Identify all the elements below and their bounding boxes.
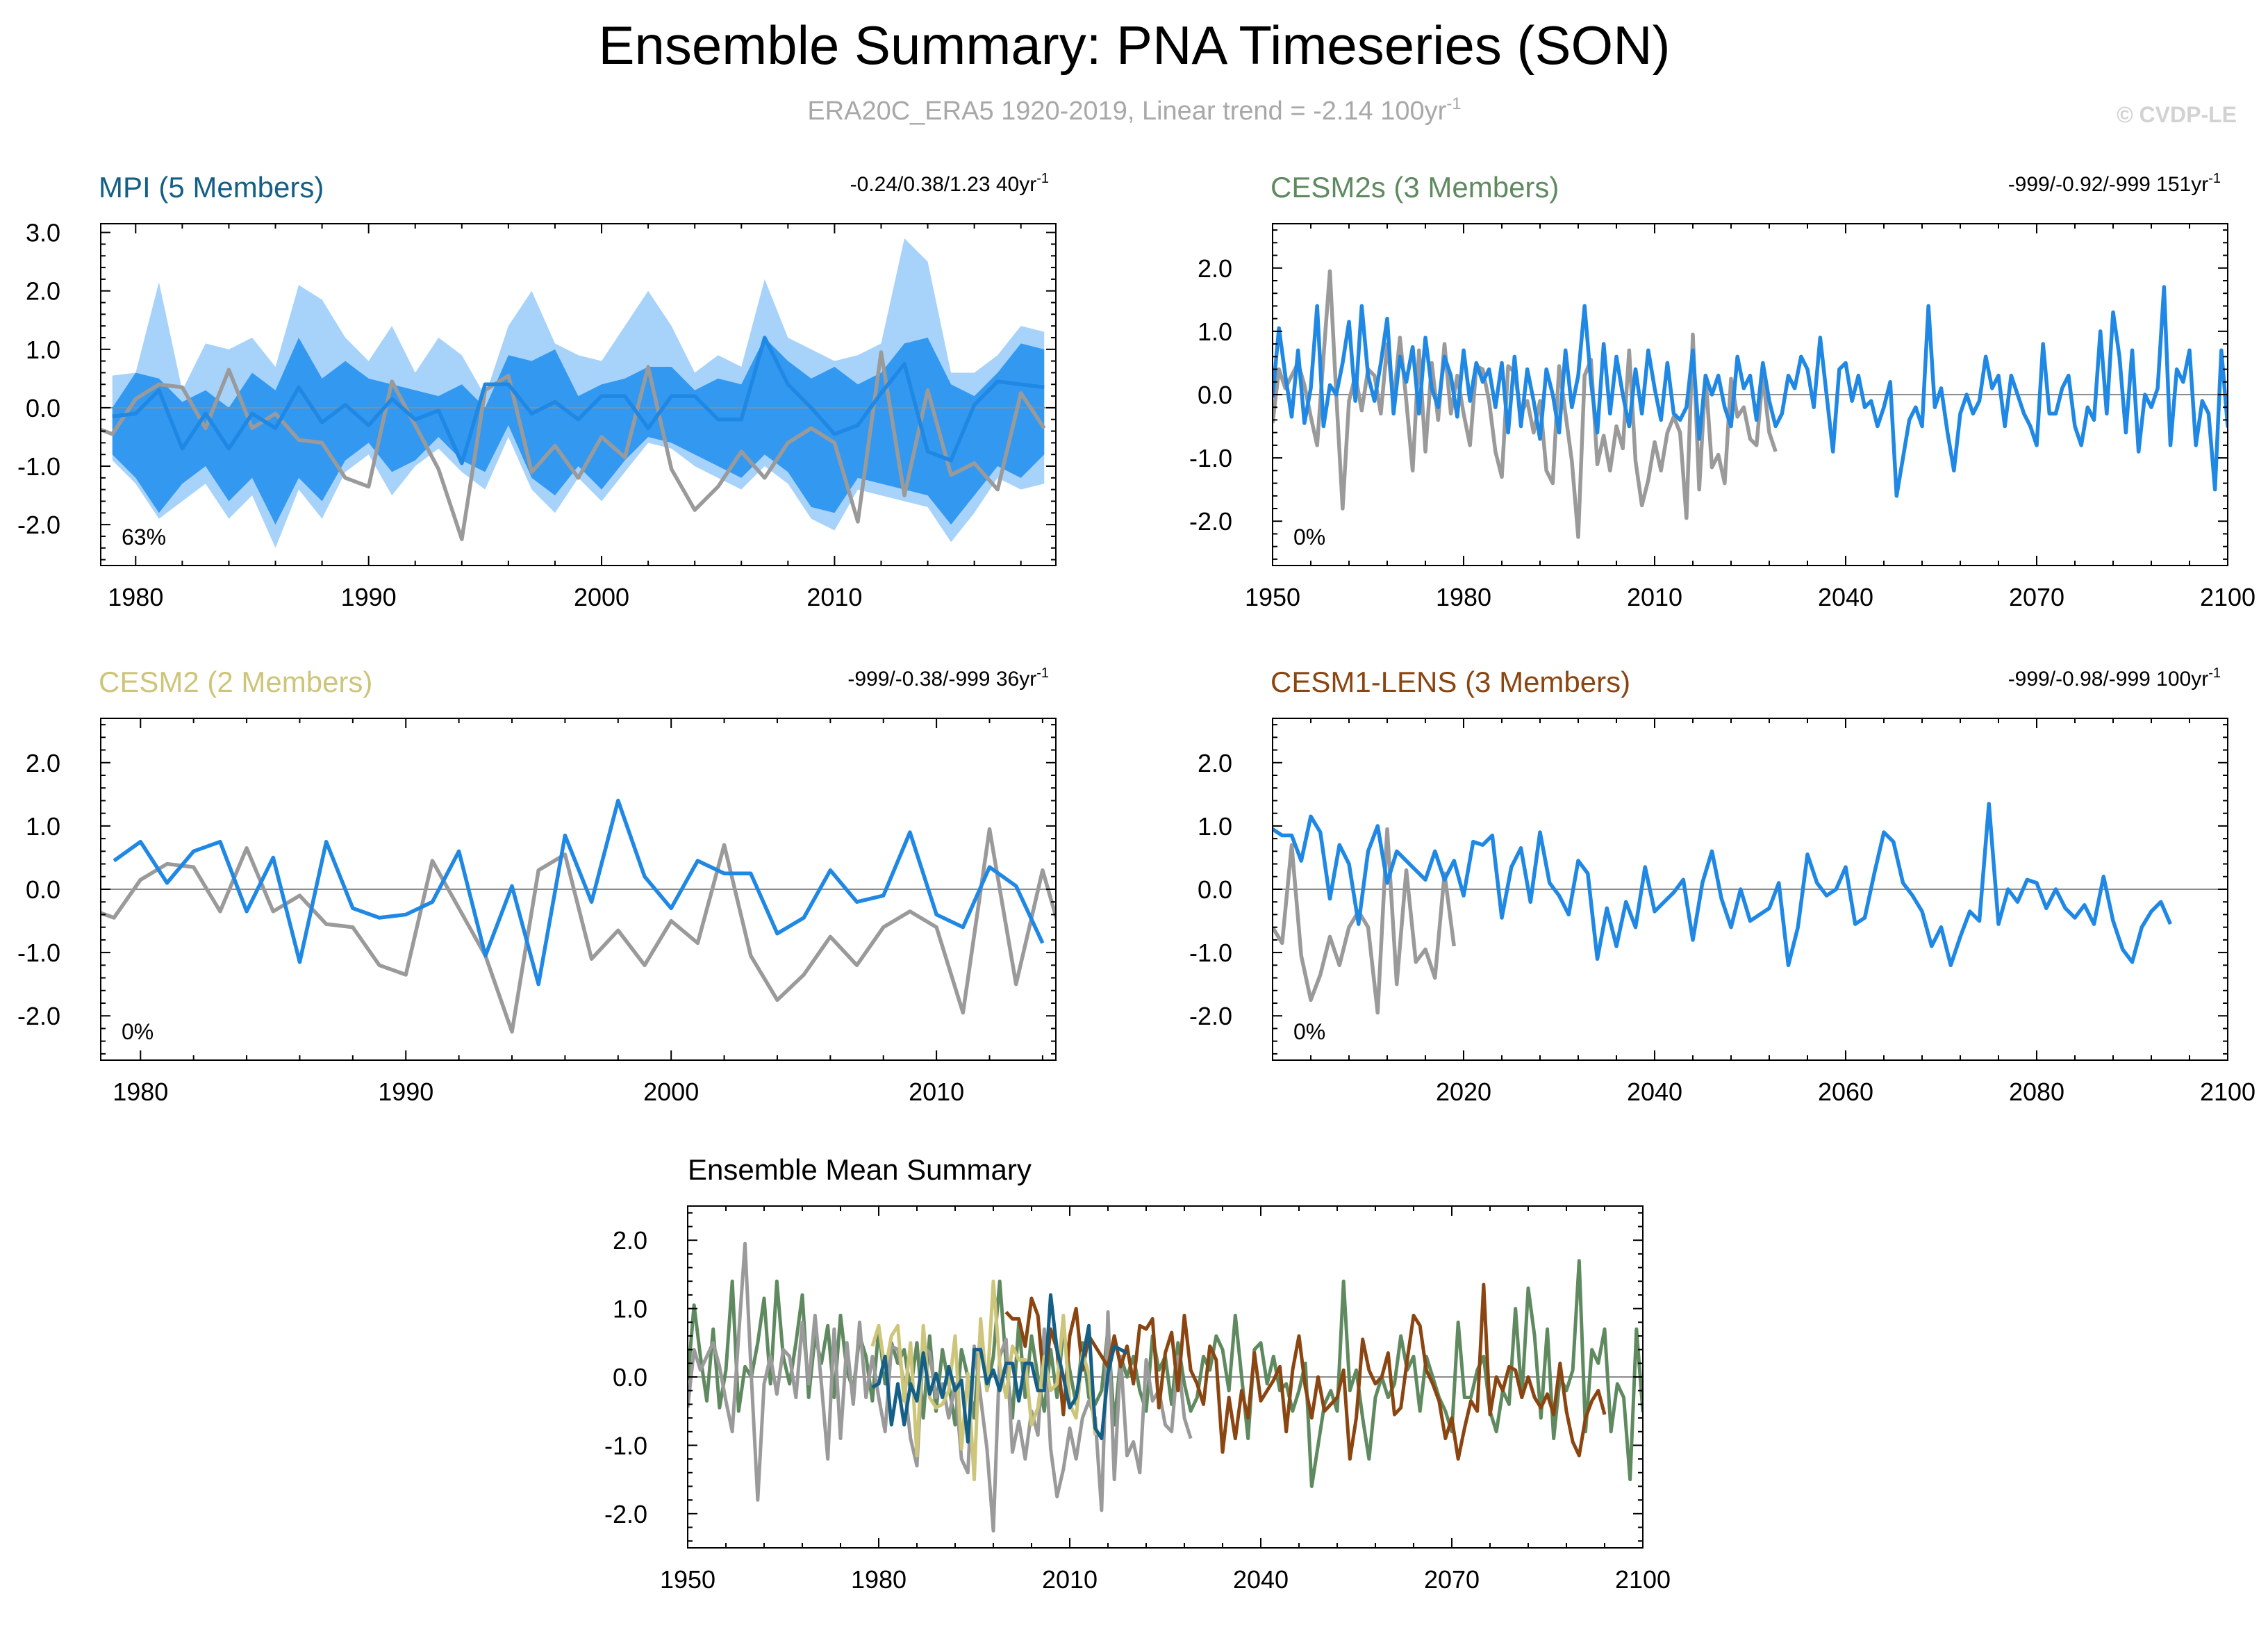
y-tick-label: -2.0 [1189, 507, 1232, 536]
y-tick-label: 1.0 [613, 1295, 647, 1323]
series-line-cesm2 [870, 1279, 1098, 1482]
x-tick-label: 1950 [660, 1565, 715, 1594]
x-tick-label: 2020 [1436, 1078, 1491, 1106]
y-tick-label: 0.0 [1198, 875, 1232, 904]
series-line-ensemble-mean [112, 336, 1045, 465]
y-tick-label: 0.0 [1198, 381, 1232, 409]
panel-stats-sup: -1 [2208, 666, 2221, 681]
series-line-observed [101, 827, 1056, 1034]
panel-stats-sup: -1 [2208, 171, 2221, 186]
y-tick-label: 1.0 [26, 812, 60, 841]
panel-title: CESM2 (2 Members) [99, 666, 372, 698]
y-tick-label: -2.0 [604, 1500, 647, 1528]
y-tick-label: 2.0 [1198, 254, 1232, 283]
panel-stats: -999/-0.98/-999 100yr-1 [2008, 666, 2221, 691]
panel-mpi: 1980 1990 2000 2010 3.0 2.0 1.0 0.0 -1.0 -2.0 MPI … [17, 171, 1057, 611]
percent-label: 63% [122, 525, 166, 550]
x-tick-label: 2000 [574, 583, 629, 611]
y-tick-label: 0.0 [26, 875, 60, 904]
panel-ensemble_mean: 1950 1980 2010 2040 2070 2100 2.0 1.0 0.0 -1.0 -2.… [604, 1153, 1671, 1594]
plot-frame [100, 223, 1057, 566]
x-tick-label: 2010 [909, 1078, 964, 1106]
panel-stats-main: -999/-0.38/-999 36yr [847, 668, 1036, 691]
panel-stats: -0.24/0.38/1.23 40yr-1 [850, 171, 1049, 196]
panels: 1980 1990 2000 2010 3.0 2.0 1.0 0.0 -1.0 -2.0 MPI … [17, 171, 2255, 1594]
x-tick-label: 1980 [1436, 583, 1491, 611]
x-tick-label: 2040 [1233, 1565, 1289, 1594]
series-line-mpi [871, 1293, 1128, 1444]
y-tick-label: -2.0 [17, 1002, 60, 1030]
figure-subtitle: ERA20C_ERA5 1920-2019, Linear trend = -2… [807, 94, 1461, 126]
x-tick-label: 2100 [1615, 1565, 1671, 1594]
x-tick-label: 2010 [1627, 583, 1682, 611]
x-tick-label: 1990 [378, 1078, 433, 1106]
y-tick-label: -1.0 [604, 1431, 647, 1460]
series-line-cesm1-lens [1004, 1282, 1607, 1461]
y-tick-label: 3.0 [26, 219, 60, 247]
y-tick-label: -2.0 [1189, 1002, 1232, 1030]
panel-stats-main: -0.24/0.38/1.23 40yr [850, 173, 1037, 196]
panel-title: CESM1-LENS (3 Members) [1270, 666, 1630, 698]
y-tick-label: 1.0 [1198, 812, 1232, 841]
x-tick-label: 2070 [2009, 583, 2064, 611]
x-tick-label: 1950 [1245, 583, 1300, 611]
y-tick-label: -1.0 [17, 939, 60, 967]
y-tick-label: 1.0 [26, 336, 60, 364]
percent-label: 0% [1293, 1019, 1325, 1044]
subtitle-main: ERA20C_ERA5 1920-2019, Linear trend = -2… [807, 97, 1446, 126]
panel-title: CESM2s (3 Members) [1270, 171, 1559, 204]
x-tick-label: 1980 [851, 1565, 907, 1594]
y-tick-label: 2.0 [26, 277, 60, 306]
x-tick-label: 2060 [1818, 1078, 1873, 1106]
panel-cesm2: 1980 1990 2000 2010 2.0 1.0 0.0 -1.0 -2.0 CESM2 (… [17, 666, 1057, 1106]
series-line-observed [101, 350, 1046, 541]
spread-band-inner [112, 338, 1045, 525]
x-tick-label: 2080 [2009, 1078, 2064, 1106]
panel-stats-sup: -1 [1036, 171, 1049, 186]
x-tick-label: 2000 [643, 1078, 699, 1106]
panel-stats-main: -999/-0.98/-999 100yr [2008, 668, 2209, 691]
x-tick-label: 1980 [113, 1078, 168, 1106]
y-tick-label: 2.0 [613, 1226, 647, 1255]
y-tick-label: -1.0 [1189, 939, 1232, 967]
x-tick-label: 2010 [1042, 1565, 1098, 1594]
x-tick-label: 1980 [108, 583, 163, 611]
panel-cesm1: 2020 2040 2060 2080 2100 2.0 1.0 0.0 -1.0 -2.0 CES… [1189, 666, 2255, 1106]
percent-label: 0% [122, 1019, 154, 1044]
series-line-ensemble-mean [1273, 802, 2173, 968]
panel-stats: -999/-0.38/-999 36yr-1 [847, 666, 1049, 691]
series-line-ensemble-mean [113, 798, 1045, 987]
y-tick-label: 2.0 [26, 749, 60, 777]
panel-cesm2s: 1950 1980 2010 2040 2070 2100 2.0 1.0 0.0 -1.0 -2.… [1189, 171, 2255, 611]
x-tick-label: 2100 [2200, 583, 2255, 611]
x-tick-label: 2010 [806, 583, 862, 611]
x-tick-label: 2040 [1627, 1078, 1682, 1106]
panel-stats-sup: -1 [1036, 666, 1049, 681]
y-tick-label: -2.0 [17, 511, 60, 539]
x-tick-label: 1990 [341, 583, 397, 611]
panel-title: MPI (5 Members) [99, 171, 324, 204]
figure-title: Ensemble Summary: PNA Timeseries (SON) [598, 15, 1670, 76]
x-tick-label: 2100 [2200, 1078, 2255, 1106]
y-tick-label: 1.0 [1198, 317, 1232, 346]
watermark: © CVDP-LE [2117, 102, 2237, 127]
series-line-ensemble-member [1273, 285, 2228, 498]
x-tick-label: 2040 [1818, 583, 1873, 611]
percent-label: 0% [1293, 525, 1325, 550]
y-tick-label: 0.0 [26, 394, 60, 422]
subtitle-sup: -1 [1446, 94, 1461, 113]
y-tick-label: -1.0 [17, 452, 60, 481]
x-tick-label: 2070 [1424, 1565, 1480, 1594]
series-line-observed [1273, 827, 1456, 1015]
panel-title: Ensemble Mean Summary [688, 1153, 1032, 1186]
panel-stats-main: -999/-0.92/-999 151yr [2008, 173, 2209, 196]
y-tick-label: 2.0 [1198, 749, 1232, 777]
y-tick-label: 0.0 [613, 1363, 647, 1392]
panel-stats: -999/-0.92/-999 151yr-1 [2008, 171, 2221, 196]
y-tick-label: -1.0 [1189, 444, 1232, 472]
